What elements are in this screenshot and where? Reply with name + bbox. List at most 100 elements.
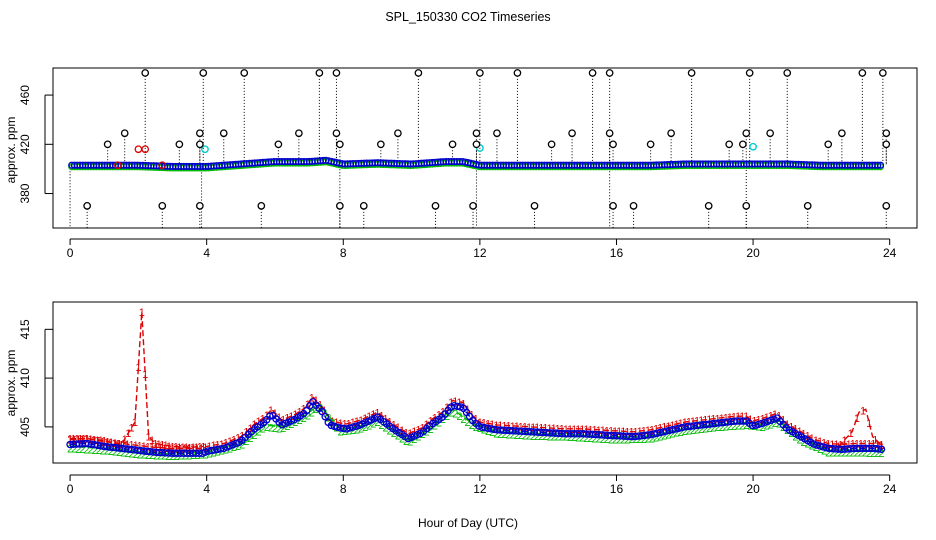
co2-filtered-marker: 2 bbox=[452, 408, 458, 420]
co2-filtered-marker: 2 bbox=[534, 431, 540, 443]
outlier-point bbox=[882, 129, 891, 138]
series-1-marker: 1 bbox=[755, 414, 761, 426]
series-1-marker: 1 bbox=[710, 414, 716, 426]
series-1-marker: 1 bbox=[166, 441, 172, 453]
outlier-point bbox=[431, 201, 440, 210]
co2-filtered-marker: 2 bbox=[469, 420, 475, 432]
co2-filtered-marker: 2 bbox=[764, 421, 770, 433]
co2-filtered-marker: 2 bbox=[514, 430, 520, 442]
series-1-marker: 1 bbox=[111, 438, 117, 450]
co2-filtered-marker: 2 bbox=[169, 451, 175, 463]
outlier-point bbox=[742, 129, 751, 138]
series-1-marker: 1 bbox=[141, 441, 147, 453]
series-1-marker: 1 bbox=[190, 442, 196, 454]
series-1-marker: 1 bbox=[142, 369, 148, 381]
series-1-marker: 1 bbox=[592, 425, 598, 437]
outlier-point bbox=[472, 140, 481, 149]
series-1-marker: 1 bbox=[866, 438, 872, 450]
outlier-point bbox=[530, 201, 539, 210]
series-1-marker: 1 bbox=[469, 409, 475, 421]
series-1b-marker: 1 bbox=[848, 428, 854, 440]
outlier-point bbox=[332, 69, 341, 77]
co2-spike-point bbox=[134, 145, 143, 154]
co2-filtered-marker: 2 bbox=[358, 424, 364, 436]
co2-filtered-marker: 2 bbox=[128, 448, 134, 460]
series-1-marker: 1 bbox=[165, 443, 171, 455]
co2-filtered-marker: 2 bbox=[600, 434, 606, 446]
x-tick-label: 12 bbox=[473, 482, 487, 496]
series-1-marker: 1 bbox=[657, 423, 663, 435]
series-1-marker: 1 bbox=[854, 438, 860, 450]
series-1-marker: 1 bbox=[159, 440, 165, 452]
co2-filtered-marker: 2 bbox=[624, 434, 630, 446]
co2-filtered-marker: 2 bbox=[661, 431, 667, 443]
co2-filtered-marker: 2 bbox=[641, 434, 647, 446]
outlier-point bbox=[838, 129, 846, 138]
series-1-marker: 1 bbox=[653, 424, 659, 436]
series-1-marker: 1 bbox=[227, 436, 233, 448]
series-1-marker: 1 bbox=[124, 439, 130, 451]
outlier-point bbox=[195, 140, 204, 149]
x-tick-label: 12 bbox=[473, 246, 487, 260]
co2-filtered-marker: 2 bbox=[817, 444, 823, 456]
co2-filtered-marker: 2 bbox=[497, 429, 503, 441]
series-1-marker: 1 bbox=[608, 426, 614, 438]
co2-filtered-marker: 2 bbox=[239, 439, 245, 451]
series-1b-marker: 1 bbox=[854, 413, 860, 425]
series-1-marker: 1 bbox=[501, 420, 507, 432]
co2-filtered-marker: 2 bbox=[124, 448, 130, 460]
co2-filtered-marker: 2 bbox=[772, 418, 778, 430]
co2-filtered-marker: 2 bbox=[731, 421, 737, 433]
co2-filtered-marker: 2 bbox=[583, 433, 589, 445]
series-1-marker: 1 bbox=[628, 427, 634, 439]
co2-filtered-marker: 2 bbox=[563, 432, 569, 444]
co2-filtered-marker: 2 bbox=[309, 407, 315, 419]
series-1b-marker: 1 bbox=[842, 435, 848, 447]
series-1b-marker: 1 bbox=[866, 418, 872, 430]
co2-filtered-marker: 2 bbox=[493, 429, 499, 441]
co2-filtered-marker: 2 bbox=[735, 421, 741, 433]
co2-filtered-marker: 2 bbox=[276, 424, 282, 436]
co2-filtered-marker: 2 bbox=[837, 447, 843, 459]
co2-filtered-marker: 2 bbox=[133, 449, 139, 461]
series-1-marker: 1 bbox=[526, 422, 532, 434]
series-1-marker: 1 bbox=[176, 442, 182, 454]
outlier-point bbox=[332, 129, 341, 138]
co2-filtered-marker: 2 bbox=[387, 425, 393, 437]
outlier-point bbox=[103, 140, 112, 149]
co2-filtered-marker: 2 bbox=[288, 419, 294, 431]
series-1-marker: 1 bbox=[133, 440, 139, 452]
co2-filtered-marker: 2 bbox=[530, 431, 536, 443]
series-1-marker: 1 bbox=[183, 442, 189, 454]
co2-filtered-marker: 2 bbox=[706, 423, 712, 435]
series-1-marker: 1 bbox=[833, 439, 839, 451]
series-1-marker: 1 bbox=[67, 435, 73, 447]
y-tick-label: 415 bbox=[18, 319, 32, 339]
outlier-point bbox=[199, 69, 208, 77]
co2-filtered-marker: 2 bbox=[579, 433, 585, 445]
co2-spike-point bbox=[158, 161, 167, 170]
series-1-marker: 1 bbox=[135, 362, 141, 374]
co2-filtered-marker: 2 bbox=[874, 448, 880, 460]
series-1-marker: 1 bbox=[829, 439, 835, 451]
co2-filtered-marker: 2 bbox=[575, 432, 581, 444]
series-1-marker: 1 bbox=[575, 424, 581, 436]
series-1-marker: 1 bbox=[122, 434, 128, 446]
series-1-marker: 1 bbox=[874, 439, 880, 451]
series-1-marker: 1 bbox=[92, 435, 98, 447]
co2-filtered-marker: 2 bbox=[407, 436, 413, 448]
series-1-marker: 1 bbox=[88, 434, 94, 446]
co2-filtered-marker: 2 bbox=[247, 433, 253, 445]
outlier-point bbox=[738, 140, 747, 149]
series-1-marker: 1 bbox=[74, 434, 80, 446]
series-1-marker: 1 bbox=[706, 414, 712, 426]
co2-filtered-marker: 2 bbox=[362, 422, 368, 434]
series-1-marker: 1 bbox=[772, 409, 778, 421]
series-1-marker: 1 bbox=[197, 442, 203, 454]
outlier-point bbox=[609, 201, 617, 210]
x-tick-label: 24 bbox=[883, 246, 897, 260]
outlier-point bbox=[359, 201, 368, 210]
co2-filtered-marker: 2 bbox=[739, 420, 745, 432]
series-1-marker: 1 bbox=[542, 423, 548, 435]
co2-filtered-marker: 2 bbox=[149, 450, 155, 462]
